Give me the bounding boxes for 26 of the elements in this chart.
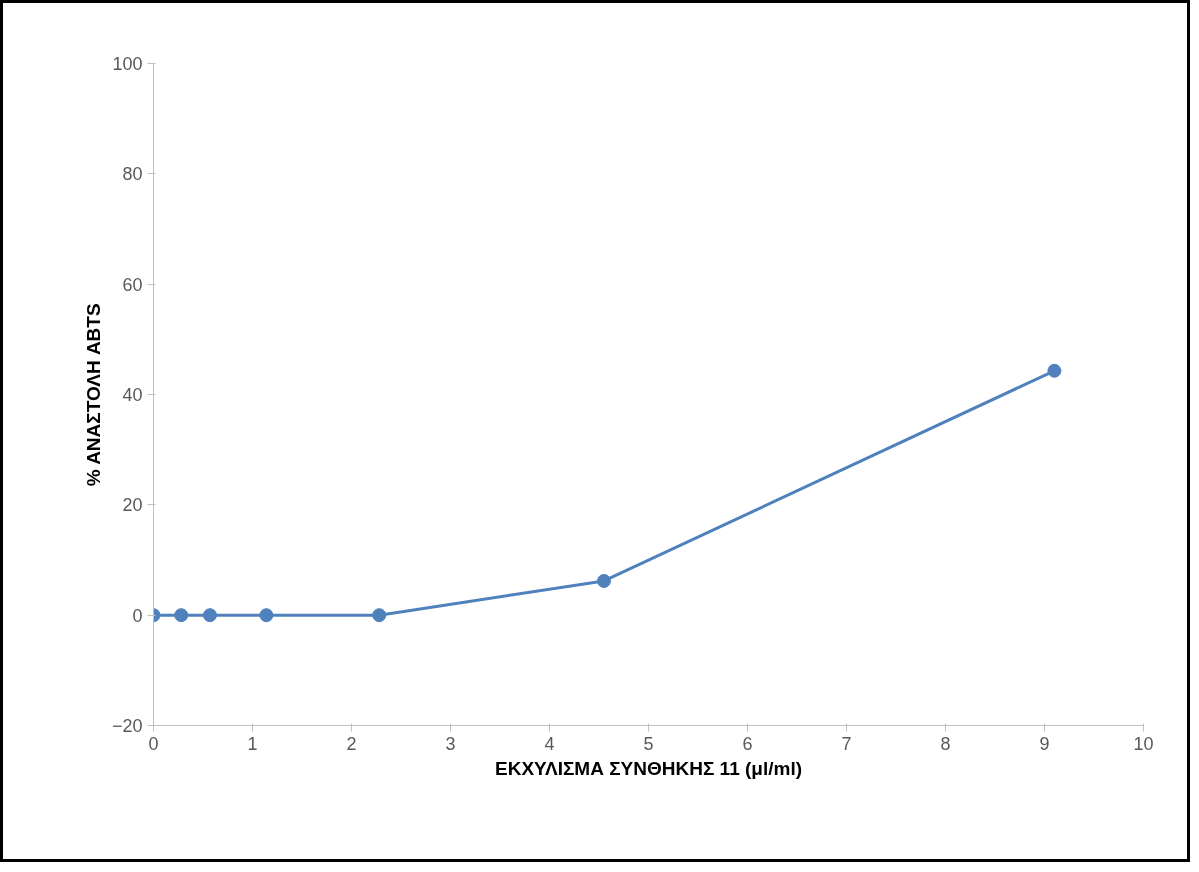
y-tick-label: 100 — [112, 54, 143, 74]
point — [259, 608, 274, 623]
x-tick-label: 10 — [1133, 733, 1154, 754]
x-tick-label: 4 — [544, 733, 555, 754]
x-tick-label: 3 — [445, 733, 456, 754]
y-tick-label: 60 — [122, 274, 143, 295]
y-tick-label: 40 — [122, 385, 143, 405]
x-tick-label: 7 — [841, 733, 852, 754]
point — [174, 608, 189, 623]
x-tick-label: 9 — [1039, 733, 1050, 754]
x-tick-label: 6 — [742, 733, 753, 754]
x-tick-label: 0 — [148, 733, 159, 754]
y-tick-label: 20 — [122, 495, 143, 516]
point — [1047, 363, 1062, 378]
y-axis-title: % ΑΝΑΣΤΟΛΗ ABTS — [82, 303, 104, 487]
y-tick-label: 0 — [132, 605, 143, 626]
x-axis-title: ΕΚΧΥΛΙΣΜΑ ΣΥΝΘΗΚΗΣ 11 (μl/ml) — [495, 757, 803, 779]
x-tick-label: 2 — [346, 733, 357, 754]
y-tick-label: −20 — [111, 716, 143, 736]
point — [596, 573, 611, 588]
x-tick-label: 8 — [940, 733, 951, 754]
x-tick-label: 1 — [247, 733, 258, 754]
x-tick-label: 5 — [643, 733, 654, 754]
point — [202, 608, 217, 623]
point — [372, 608, 387, 623]
y-tick-label: 80 — [122, 164, 143, 185]
